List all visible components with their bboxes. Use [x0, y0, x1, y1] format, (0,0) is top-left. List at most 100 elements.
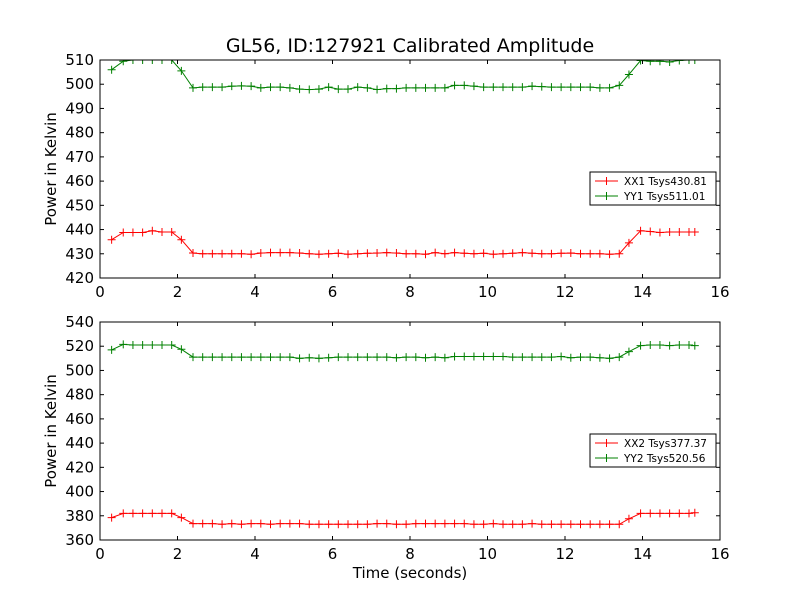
data-point	[158, 227, 166, 236]
data-point	[675, 341, 684, 350]
data-point	[247, 82, 256, 91]
data-point	[605, 250, 614, 259]
data-point	[177, 345, 186, 354]
data-point	[148, 60, 157, 64]
data-point	[237, 353, 246, 362]
data-point	[119, 509, 128, 518]
data-point	[107, 235, 116, 244]
data-point	[469, 352, 478, 361]
data-point	[256, 83, 265, 92]
data-point	[324, 353, 333, 362]
y-tick-label: 380	[65, 507, 94, 525]
y-tick-label: 430	[65, 245, 94, 263]
data-point	[537, 82, 546, 91]
data-point	[624, 238, 633, 247]
x-tick-label: 0	[95, 545, 105, 563]
data-point	[373, 519, 382, 528]
data-point	[276, 353, 285, 362]
data-point	[148, 226, 157, 235]
y-tick-label: 420	[65, 458, 94, 476]
legend-label: XX1 Tsys430.81	[624, 176, 707, 188]
y-tick-label: 480	[65, 124, 94, 142]
data-point	[119, 340, 128, 349]
data-point	[508, 353, 517, 362]
data-point	[148, 341, 157, 350]
data-point	[392, 520, 401, 529]
data-point	[353, 520, 362, 529]
data-point	[421, 250, 430, 259]
data-point	[363, 249, 372, 258]
data-point	[646, 227, 655, 236]
data-point	[285, 353, 294, 362]
y-tick-label: 360	[65, 531, 94, 549]
data-point	[227, 519, 236, 528]
data-point	[208, 353, 217, 362]
data-point	[685, 509, 693, 518]
data-point	[636, 509, 645, 518]
data-point	[586, 520, 595, 529]
data-point	[537, 353, 546, 362]
data-point	[382, 519, 391, 528]
x-tick-label: 16	[710, 283, 729, 301]
x-tick-label: 4	[250, 283, 260, 301]
data-point	[469, 249, 478, 258]
data-point	[547, 83, 556, 92]
data-point	[624, 514, 633, 523]
data-point	[576, 520, 585, 529]
y-tick-label: 460	[65, 410, 94, 428]
data-point	[158, 341, 166, 350]
data-point	[518, 248, 527, 257]
y-tick-label: 440	[65, 434, 94, 452]
y-tick-label: 400	[65, 483, 94, 501]
data-point	[295, 85, 304, 94]
data-point	[557, 249, 566, 258]
data-point	[305, 85, 314, 94]
data-point	[576, 353, 585, 362]
subplot-1: 0 2 4 6 8 10 12 14 16 420 430 440 450 460 470 480 490 500…	[42, 51, 730, 301]
data-point	[218, 353, 227, 362]
data-point	[557, 83, 566, 92]
legend-marker	[602, 439, 611, 447]
data-point	[256, 249, 265, 258]
data-point	[411, 249, 420, 258]
data-point	[353, 353, 362, 362]
legend-box	[589, 171, 717, 206]
data-point	[167, 341, 176, 350]
data-point	[314, 250, 323, 259]
data-point	[227, 82, 236, 91]
data-point	[107, 65, 116, 74]
data-point	[440, 353, 449, 362]
data-point	[189, 353, 197, 362]
data-point	[595, 353, 604, 362]
data-point	[208, 249, 217, 258]
data-point	[256, 519, 265, 528]
data-point	[450, 81, 459, 90]
data-point	[177, 66, 186, 75]
data-point	[655, 228, 664, 237]
data-point	[469, 520, 478, 529]
plots: 0 2 4 6 8 10 12 14 16420430440450460470480490500…	[42, 51, 730, 582]
data-point	[518, 520, 527, 529]
data-point	[295, 249, 304, 258]
data-point	[247, 250, 256, 259]
data-point	[373, 249, 382, 258]
data-point	[440, 83, 449, 92]
data-point	[690, 60, 699, 64]
data-point	[460, 352, 469, 361]
data-point	[655, 341, 664, 350]
data-point	[402, 520, 411, 529]
data-point	[566, 353, 575, 362]
y-tick-label: 450	[65, 196, 94, 214]
data-point	[373, 85, 382, 94]
legend-label: YY1 Tsys511.01	[623, 191, 705, 203]
data-point	[138, 341, 147, 350]
data-point	[402, 249, 411, 258]
data-point	[431, 248, 440, 257]
data-point	[363, 83, 372, 92]
data-point	[334, 249, 343, 258]
y-tick-label: 420	[65, 269, 94, 287]
data-point	[431, 353, 440, 362]
y-axis-label: Power in Kelvin	[42, 112, 60, 226]
data-point	[566, 83, 575, 92]
legend: XX2 Tsys377.37 YY2 Tsys520.56	[589, 433, 717, 468]
